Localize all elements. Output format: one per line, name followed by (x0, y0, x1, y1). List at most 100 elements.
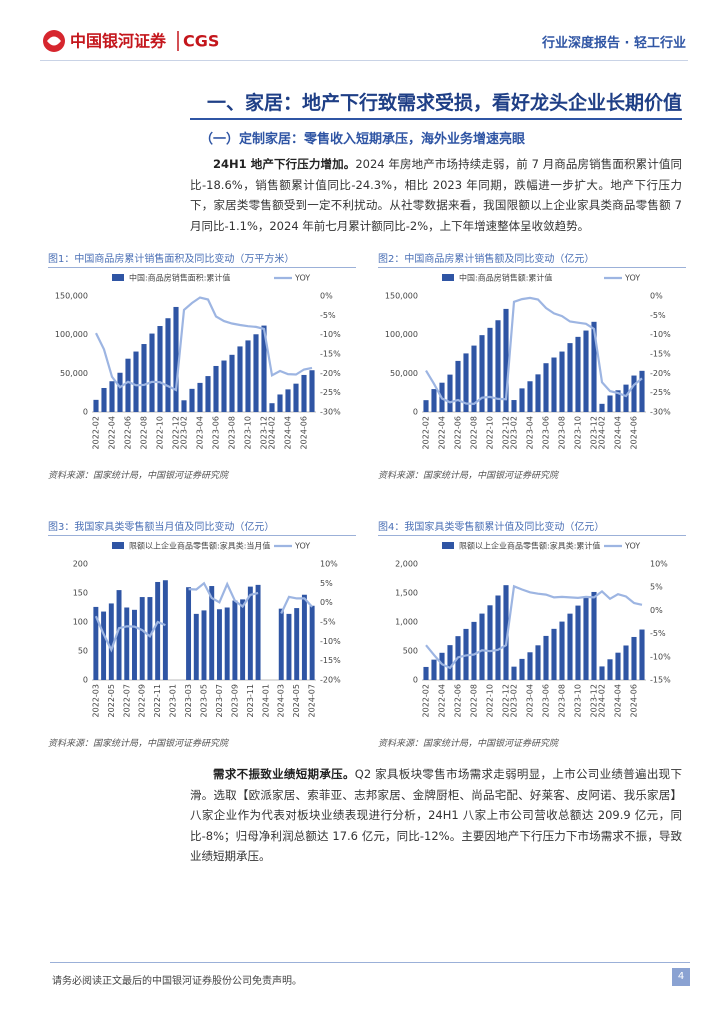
bar (631, 636, 637, 680)
bar (240, 599, 246, 680)
x-tick-label: 2023-08 (558, 684, 567, 717)
line (95, 296, 313, 392)
paragraph-text: 2024 年房地产市场持续走弱，前 7 月商品房销售面积累计值同比-18.6%，… (190, 157, 683, 233)
bar (109, 381, 115, 412)
bar (447, 645, 453, 680)
bar (301, 374, 307, 412)
x-tick-label: 2023-10 (574, 684, 583, 717)
tick-label: 100 (73, 618, 88, 627)
tick-label: 150 (73, 589, 88, 598)
bar (216, 609, 222, 680)
bar (278, 608, 284, 680)
bar (559, 351, 565, 412)
bar (551, 628, 557, 680)
chart: 0 50,000 100,000 150,000 0% -5% -10% -15% -20% -2… (385, 273, 671, 450)
paragraph-text: Q2 家具板块零售市场需求走弱明显，上市公司业绩普遍出现下滑。选取【欧派家居、索… (190, 767, 682, 863)
figure-source: 资料来源：国家统计局，中国银河证券研究院 (48, 739, 229, 749)
bar (117, 372, 123, 412)
bar (124, 607, 130, 680)
bar (293, 383, 299, 412)
bar (575, 605, 581, 680)
bar (535, 374, 541, 412)
figure-title: 图2：中国商品房累计销售额及同比变动（亿元） (378, 250, 686, 268)
x-tick-label: 2022-06 (124, 416, 133, 449)
x-tick-label: 2022-12 (502, 684, 511, 717)
bar (101, 387, 107, 412)
bar (141, 344, 147, 412)
bar (237, 346, 243, 412)
disclaimer: 请务必阅读正文最后的中国银河证券股份公司免责声明。 (52, 976, 302, 987)
bar (599, 403, 605, 412)
x-tick-label: 2023-12 (590, 684, 599, 717)
figure-source: 资料来源：国家统计局，中国银河证券研究院 (48, 471, 229, 481)
bar (543, 363, 549, 412)
bar (197, 382, 203, 412)
tick-label: -30% (320, 408, 341, 417)
bar (125, 358, 131, 412)
x-tick-label: 2022-11 (153, 684, 162, 717)
x-tick-label: 2022-06 (454, 416, 463, 449)
x-tick-label: 2022-07 (122, 684, 131, 717)
bar (255, 584, 261, 680)
bar (447, 374, 453, 412)
bar (639, 370, 645, 412)
logo-en: CGS (183, 32, 219, 51)
legend-swatch (112, 542, 124, 549)
line (425, 584, 643, 670)
bar (519, 658, 525, 680)
tick-label: 500 (403, 647, 418, 656)
bar (157, 326, 163, 412)
tick-label: 1,000 (395, 618, 418, 627)
legend-swatch (442, 274, 454, 281)
bar (253, 334, 259, 412)
tick-label: 10% (320, 560, 338, 569)
tick-label: 100,000 (55, 330, 88, 339)
tick-label: 0 (83, 408, 88, 417)
section-title: 一、家居：地产下行致需求受损，看好龙头企业长期价值 (206, 92, 682, 114)
tick-label: -15% (320, 656, 341, 665)
bar (101, 611, 107, 680)
legend-label: 中国:商品房销售面积:累计值 (129, 273, 230, 283)
bar (213, 365, 219, 412)
x-tick-label: 2023-08 (558, 416, 567, 449)
bar (277, 394, 283, 412)
chart: 0 500 1,000 1,500 2,000 10% 5% 0% -5% -10% -15% 限额以… (395, 541, 671, 718)
bar (567, 343, 573, 412)
bar (439, 652, 445, 680)
tick-label: 0 (413, 676, 418, 685)
bar (463, 353, 469, 412)
tick-label: -25% (320, 388, 341, 397)
bar (423, 400, 429, 412)
x-tick-label: 2024-02 (598, 684, 607, 717)
bar (108, 603, 114, 680)
x-tick-label: 2023-11 (246, 684, 255, 717)
tick-label: -20% (650, 369, 671, 378)
legend-label: YOY (294, 274, 310, 283)
tick-label: 50 (78, 647, 88, 656)
tick-label: 50,000 (60, 369, 88, 378)
x-tick-label: 2023-04 (526, 684, 535, 717)
tick-label: -10% (650, 330, 671, 339)
tick-label: -25% (650, 388, 671, 397)
x-tick-label: 2023-06 (542, 416, 551, 449)
bar (165, 318, 171, 412)
bar (269, 403, 275, 412)
tick-label: -15% (650, 350, 671, 359)
x-tick-label: 2024-05 (292, 684, 301, 717)
bar (285, 389, 291, 412)
bar (495, 595, 501, 680)
bar (479, 613, 485, 680)
tick-label: 1,500 (395, 589, 418, 598)
tick-label: -10% (650, 652, 671, 661)
bar (551, 357, 557, 412)
tick-label: 2,000 (395, 560, 418, 569)
logo-icon-mark (47, 36, 61, 46)
bar (471, 621, 477, 680)
tick-label: -5% (650, 311, 666, 320)
tick-label: 0% (320, 598, 333, 607)
x-tick-label: 2023-06 (212, 416, 221, 449)
paragraph-lead: 24H1 地产下行压力增加。 (213, 157, 356, 171)
x-tick-label: 2023-02 (180, 416, 189, 449)
bar (201, 610, 207, 680)
